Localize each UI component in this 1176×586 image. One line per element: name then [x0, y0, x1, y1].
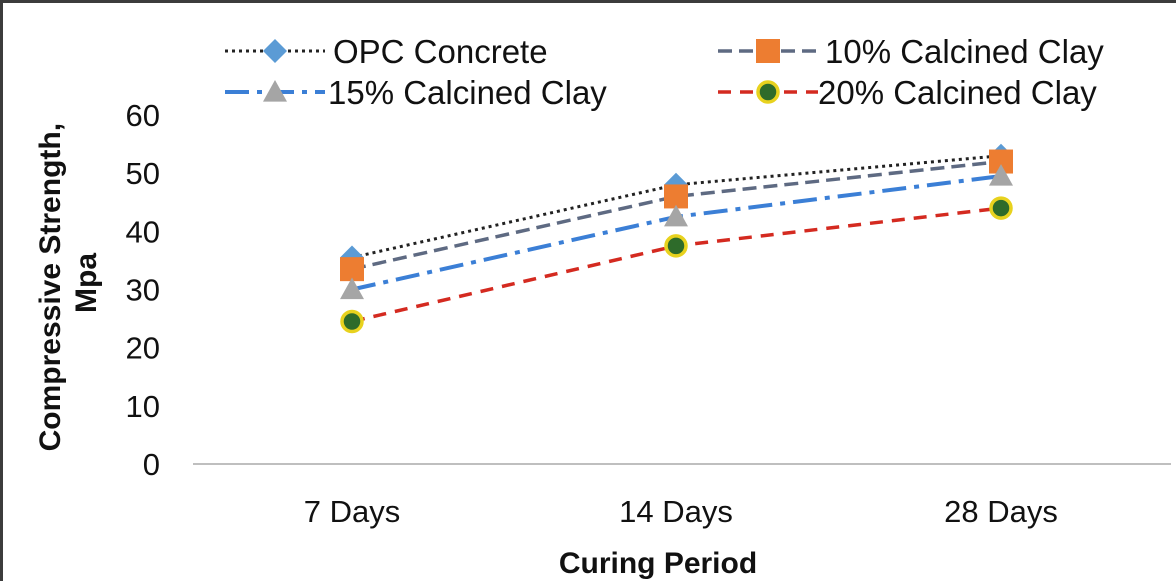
data-point-20-calcined-clay-7-days: [340, 309, 364, 334]
y-tick-label-0: 0: [143, 447, 160, 482]
y-tick-label-40: 40: [126, 214, 160, 249]
legend-label-20-calcined-clay: 20% Calcined Clay: [818, 74, 1097, 111]
legend-marker-10-calcined-clay: [756, 39, 780, 63]
x-tick-label-7-days: 7 Days: [304, 494, 400, 529]
x-axis-title: Curing Period: [559, 547, 757, 580]
markers: [340, 143, 1013, 334]
series-line-10-calcined-clay: [351, 159, 1002, 271]
y-axis-title-line-1: Compressive Strength,: [34, 123, 67, 451]
legend-marker-15-calcined-clay: [263, 80, 287, 102]
y-tick-label-10: 10: [126, 389, 160, 424]
legend-marker-opc-concrete: [263, 39, 287, 63]
data-point-15-calcined-clay-14-days: [664, 204, 688, 227]
legend-marker-20-calcined-clay: [756, 80, 780, 104]
data-point-20-calcined-clay-28-days: [989, 196, 1013, 220]
legend-label-opc-concrete: OPC Concrete: [333, 33, 548, 70]
data-point-15-calcined-clay-28-days: [989, 164, 1013, 186]
y-axis-title: Compressive Strength, Mpa: [34, 115, 103, 452]
legend-entry-15-calcined-clay: 15% Calcined Clay: [225, 74, 607, 111]
y-tick-labels: 0 10 20 30 40 50 60: [126, 98, 160, 482]
legend-label-15-calcined-clay: 15% Calcined Clay: [328, 74, 607, 111]
legend-entry-20-calcined-clay: 20% Calcined Clay: [718, 74, 1097, 111]
y-tick-label-60: 60: [126, 98, 160, 133]
y-tick-label-20: 20: [126, 331, 160, 366]
legend-label-10-calcined-clay: 10% Calcined Clay: [825, 33, 1104, 70]
line-chart: OPC Concrete 10% Calcined Clay 15% Calci…: [34, 33, 1171, 580]
data-point-15-calcined-clay-7-days: [340, 277, 364, 300]
x-tick-label-28-days: 28 Days: [944, 494, 1058, 529]
y-tick-label-50: 50: [126, 156, 160, 191]
legend-entry-opc-concrete: OPC Concrete: [225, 33, 548, 70]
data-point-10-calcined-clay-7-days: [340, 257, 364, 282]
data-point-10-calcined-clay-14-days: [664, 184, 688, 209]
data-point-20-calcined-clay-14-days: [664, 234, 688, 258]
legend: OPC Concrete 10% Calcined Clay 15% Calci…: [225, 33, 1104, 111]
legend-entry-10-calcined-clay: 10% Calcined Clay: [718, 33, 1104, 70]
series-layer: [340, 143, 1013, 334]
y-axis-title-line-2: Mpa: [70, 253, 103, 313]
x-tick-label-14-days: 14 Days: [619, 494, 733, 529]
y-tick-label-30: 30: [126, 273, 160, 308]
x-tick-labels: 7 Days 14 Days 28 Days: [304, 494, 1058, 529]
